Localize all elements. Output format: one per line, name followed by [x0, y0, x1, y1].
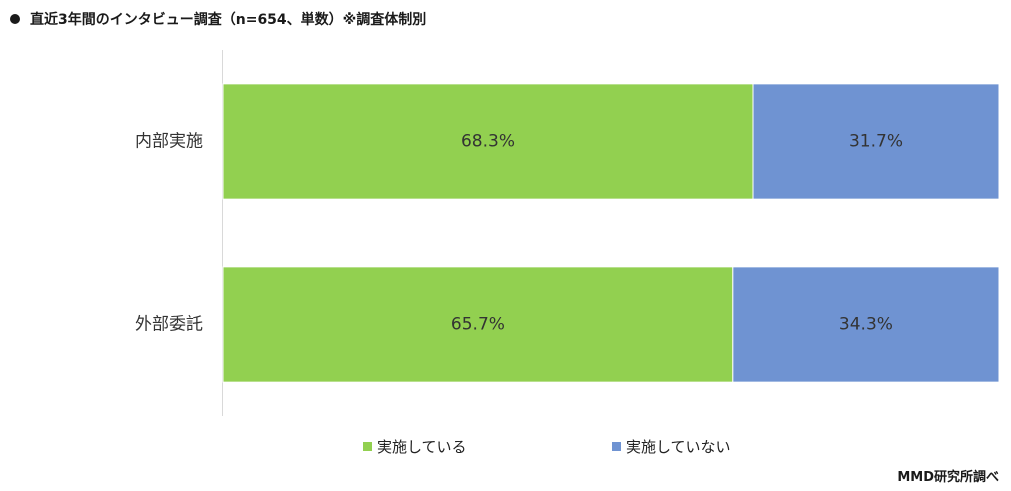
legend-swatch-implemented: [363, 442, 372, 451]
bar-segment-0-0: [222, 83, 754, 200]
bullet-icon: [10, 14, 20, 24]
data-label-0-0: 68.3%: [461, 132, 515, 152]
legend-item-not-implemented: 実施していない: [612, 436, 731, 457]
legend-item-implemented: 実施している: [363, 436, 467, 457]
data-label-1-1: 34.3%: [839, 315, 893, 335]
data-label-0-1: 31.7%: [849, 132, 903, 152]
source-credit: MMD研究所調べ: [897, 470, 999, 485]
legend-label-implemented: 実施している: [377, 438, 467, 456]
chart-title-text: 直近3年間のインタビュー調査（n=654、単数）※調査体制別: [30, 12, 427, 28]
legend-swatch-not-implemented: [612, 442, 621, 451]
category-label-0: 内部実施: [135, 132, 203, 152]
bar-segment-1-0: [222, 266, 734, 383]
data-label-1-0: 65.7%: [451, 315, 505, 335]
chart-title: 直近3年間のインタビュー調査（n=654、単数）※調査体制別: [10, 9, 426, 29]
bar-segment-0-1: [752, 83, 1000, 200]
legend: 実施している 実施していない: [0, 436, 1011, 456]
category-label-1: 外部委託: [135, 315, 203, 335]
bar-segment-1-1: [732, 266, 1000, 383]
legend-label-not-implemented: 実施していない: [626, 438, 731, 456]
